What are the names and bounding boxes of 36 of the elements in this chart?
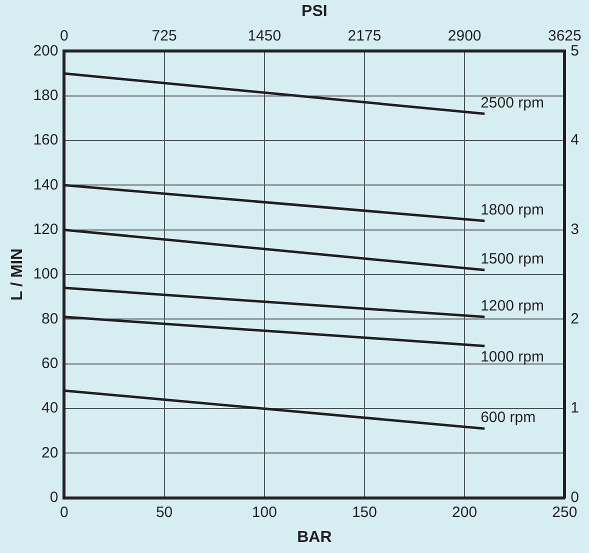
x-axis-title: BAR	[297, 528, 332, 546]
x2-tick-label: 2175	[348, 27, 382, 44]
x-tick-label: 250	[552, 504, 578, 521]
series-label: 1800 rpm	[480, 202, 544, 219]
y-tick-label: 0	[50, 488, 58, 506]
y-tick-label: 140	[33, 176, 58, 194]
x2-tick-label: 2900	[448, 27, 482, 44]
series-label: 600 rpm	[480, 409, 536, 426]
y2-tick-label: 0	[570, 488, 579, 506]
y2-tick-label: 4	[570, 132, 579, 149]
y-tick-label: 20	[42, 444, 58, 462]
x2-axis-title: PSI	[302, 3, 328, 20]
y-tick-label: 160	[33, 132, 58, 149]
series-label: 1500 rpm	[480, 250, 544, 268]
y2-tick-label: 2	[570, 310, 579, 328]
series-label: 1200 rpm	[480, 298, 544, 315]
x-tick-label: 150	[352, 504, 377, 521]
y-tick-label: 60	[42, 354, 58, 372]
y-tick-label: 120	[33, 220, 58, 238]
y2-tick-label: 5	[570, 42, 579, 60]
y-tick-label: 100	[33, 266, 58, 283]
y2-tick-label: 1	[570, 400, 579, 417]
x2-tick-label: 1450	[248, 27, 282, 44]
y-axis-title: L / MIN	[9, 248, 26, 301]
x-tick-label: 200	[452, 504, 478, 521]
series-label: 1000 rpm	[480, 348, 544, 366]
x-tick-label: 100	[252, 504, 277, 521]
x2-tick-label: 3625	[548, 27, 582, 44]
y-tick-label: 200	[33, 42, 58, 60]
x2-tick-label: 725	[152, 27, 177, 44]
series-label: 2500 rpm	[480, 94, 544, 112]
y-tick-label: 180	[33, 87, 58, 104]
y-tick-label: 40	[42, 400, 58, 417]
y-tick-label: 80	[42, 310, 58, 328]
x-tick-label: 50	[156, 504, 173, 521]
y2-tick-label: 3	[570, 220, 579, 238]
